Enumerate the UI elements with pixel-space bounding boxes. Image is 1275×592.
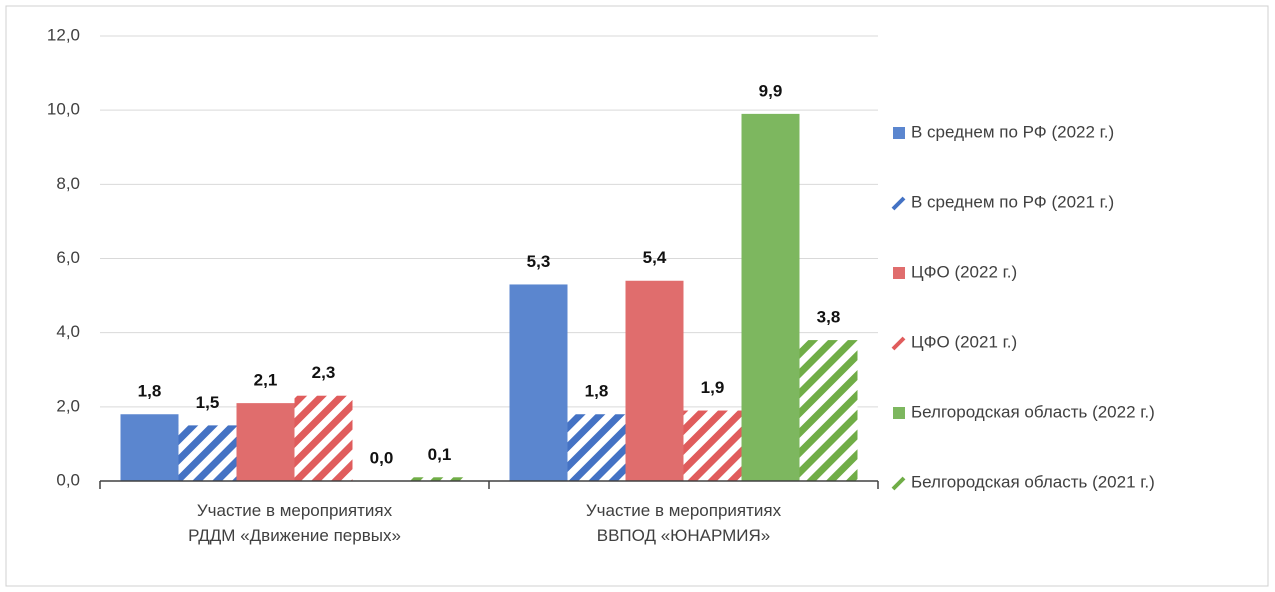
- legend-label: ЦФО (2021 г.): [911, 332, 1017, 351]
- y-tick-label: 2,0: [56, 396, 80, 415]
- legend-label: В среднем по РФ (2021 г.): [911, 192, 1114, 211]
- legend-symbol: [891, 336, 906, 351]
- data-label: 9,9: [759, 81, 783, 100]
- bar: [509, 284, 568, 481]
- bar: [178, 425, 237, 481]
- bar: [410, 477, 469, 481]
- bar: [625, 280, 684, 481]
- bar: [741, 113, 800, 481]
- bar: [120, 414, 179, 481]
- data-label: 0,0: [370, 448, 394, 467]
- legend-label: Белгородская область (2022 г.): [911, 402, 1155, 421]
- x-tick-label: Участие в мероприятиях РДДМ «Движение пе…: [188, 501, 401, 545]
- legend-symbol: [893, 407, 905, 419]
- y-tick-label: 6,0: [56, 248, 80, 267]
- data-label: 1,8: [585, 382, 609, 401]
- bar: [294, 395, 353, 481]
- data-label: 0,1: [428, 445, 452, 464]
- data-label: 1,8: [138, 382, 162, 401]
- legend-label: Белгородская область (2021 г.): [911, 472, 1155, 491]
- data-label: 5,3: [527, 252, 551, 271]
- y-tick-label: 0,0: [56, 470, 80, 489]
- bar: [236, 403, 295, 481]
- legend-label: В среднем по РФ (2022 г.): [911, 122, 1114, 141]
- data-label: 1,5: [196, 393, 220, 412]
- data-label: 5,4: [643, 248, 667, 267]
- chart-border: [5, 5, 1269, 587]
- data-label: 1,9: [701, 378, 725, 397]
- bar: [799, 340, 858, 481]
- x-tick-label: Участие в мероприятиях ВВПОД «ЮНАРМИЯ»: [585, 501, 782, 545]
- legend-symbol: [891, 196, 906, 211]
- bar: [567, 414, 626, 481]
- legend-label: ЦФО (2022 г.): [911, 262, 1017, 281]
- bar: [683, 410, 742, 481]
- data-label: 3,8: [817, 308, 841, 327]
- y-tick-label: 8,0: [56, 174, 80, 193]
- y-tick-label: 10,0: [47, 100, 80, 119]
- legend-symbol: [891, 476, 906, 491]
- legend-symbol: [893, 127, 905, 139]
- legend-symbol: [893, 267, 905, 279]
- data-label: 2,1: [254, 371, 278, 390]
- y-tick-label: 12,0: [47, 25, 80, 44]
- data-label: 2,3: [312, 363, 336, 382]
- y-tick-label: 4,0: [56, 322, 80, 341]
